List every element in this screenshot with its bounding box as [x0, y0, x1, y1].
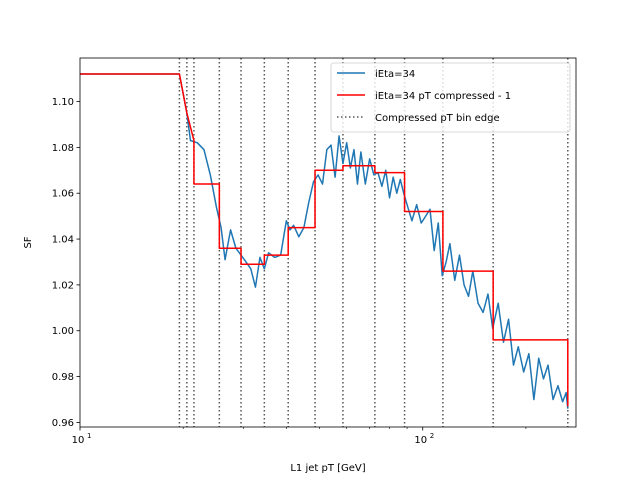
- y-axis: 0.96 0.98 1.00 1.02 1.04 1.06 1.08 1.10: [52, 97, 80, 429]
- series-line-1: [80, 73, 569, 407]
- y-tick-label-6: 1.08: [52, 143, 74, 154]
- y-tick-label-3: 1.02: [52, 280, 74, 291]
- x-axis: 10 1 10 2: [72, 427, 527, 446]
- legend: iEta=34 iEta=34 pT compressed - 1 Compress…: [330, 62, 571, 133]
- x-tick-exponent-0: 1: [87, 432, 91, 440]
- y-axis-label: SF: [23, 236, 34, 248]
- legend-label-1: iEta=34 pT compressed - 1: [375, 91, 511, 102]
- y-tick-label-1: 0.98: [52, 372, 74, 383]
- x-axis-label: L1 jet pT [GeV]: [290, 463, 365, 474]
- x-tick-exponent-1: 2: [430, 432, 434, 440]
- axes-frame: [79, 57, 577, 428]
- legend-label-2: Compressed pT bin edge: [375, 113, 500, 124]
- y-tick-label-4: 1.04: [52, 235, 74, 246]
- legend-box: [330, 62, 571, 133]
- x-tick-label-0: 10: [72, 435, 85, 446]
- y-tick-label-7: 1.10: [52, 97, 74, 108]
- y-tick-label-5: 1.06: [52, 189, 74, 200]
- y-tick-label-2: 1.00: [52, 326, 74, 337]
- legend-label-0: iEta=34: [375, 69, 415, 80]
- x-tick-label-1: 10: [414, 435, 427, 446]
- y-tick-label-0: 0.96: [52, 418, 74, 429]
